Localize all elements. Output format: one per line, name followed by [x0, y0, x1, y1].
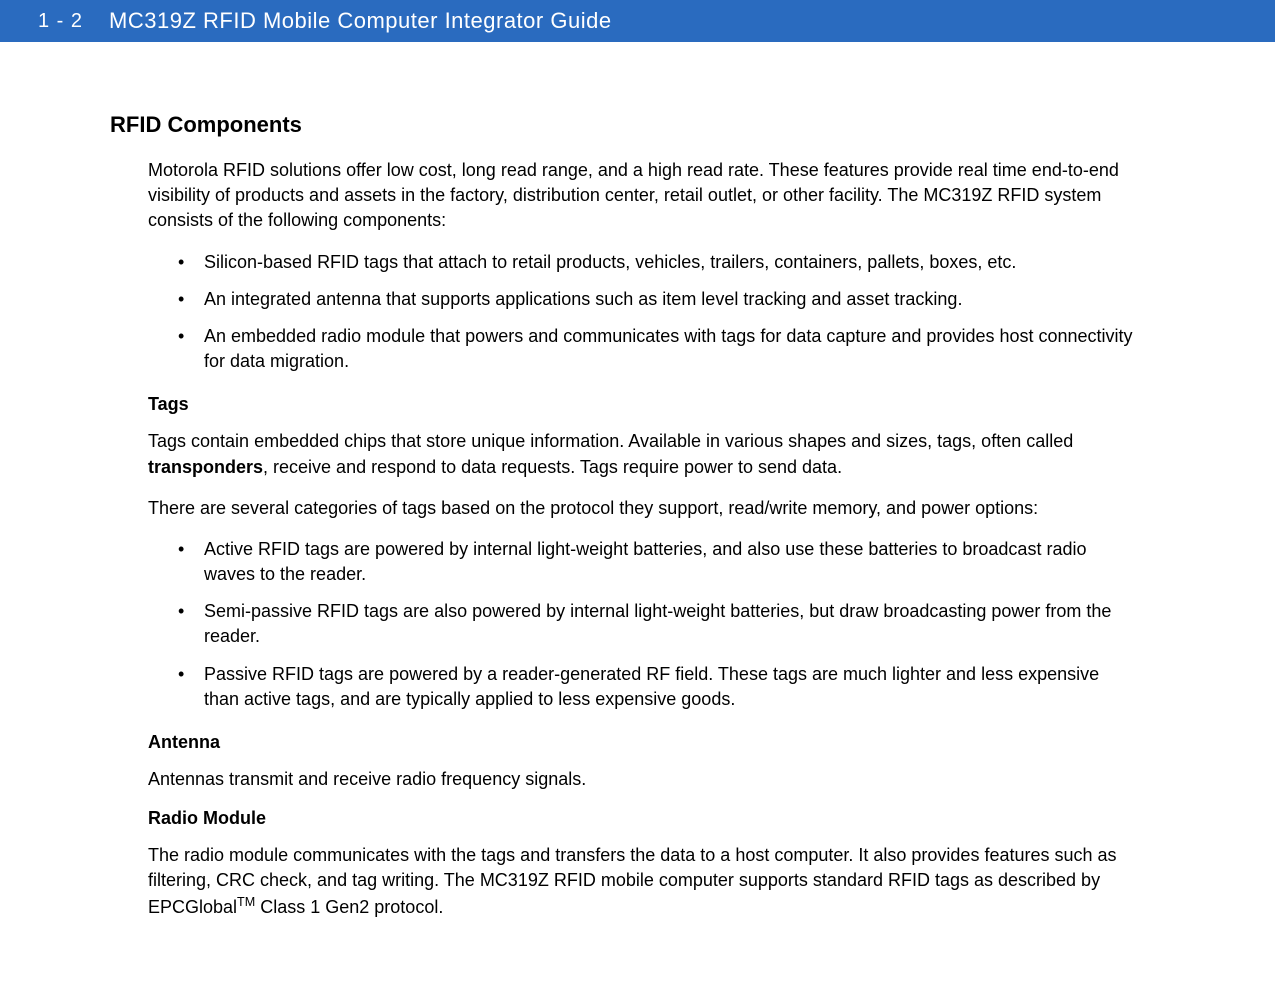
subheading-antenna: Antenna	[148, 732, 1135, 753]
tags-paragraph-1: Tags contain embedded chips that store u…	[148, 429, 1135, 479]
trademark-superscript: TM	[237, 895, 255, 909]
tags-categories-list: Active RFID tags are powered by internal…	[178, 537, 1135, 712]
page-header: 1 - 2 MC319Z RFID Mobile Computer Integr…	[0, 0, 1275, 42]
document-title: MC319Z RFID Mobile Computer Integrator G…	[109, 8, 612, 34]
antenna-paragraph: Antennas transmit and receive radio freq…	[148, 767, 1135, 792]
list-item: Silicon-based RFID tags that attach to r…	[178, 250, 1135, 275]
tags-paragraph-2: There are several categories of tags bas…	[148, 496, 1135, 521]
intro-paragraph: Motorola RFID solutions offer low cost, …	[148, 158, 1135, 234]
list-item: Active RFID tags are powered by internal…	[178, 537, 1135, 587]
list-item: Semi-passive RFID tags are also powered …	[178, 599, 1135, 649]
page-number: 1 - 2	[38, 10, 83, 33]
subheading-radio-module: Radio Module	[148, 808, 1135, 829]
text-run: Tags contain embedded chips that store u…	[148, 431, 1073, 451]
radio-paragraph: The radio module communicates with the t…	[148, 843, 1135, 920]
list-item: An embedded radio module that powers and…	[178, 324, 1135, 374]
page-content: RFID Components Motorola RFID solutions …	[0, 42, 1275, 976]
subheading-tags: Tags	[148, 394, 1135, 415]
bold-term-transponders: transponders	[148, 457, 263, 477]
list-item: An integrated antenna that supports appl…	[178, 287, 1135, 312]
text-run: Class 1 Gen2 protocol.	[255, 897, 443, 917]
text-run: , receive and respond to data requests. …	[263, 457, 842, 477]
list-item: Passive RFID tags are powered by a reade…	[178, 662, 1135, 712]
section-heading-rfid-components: RFID Components	[110, 112, 1135, 138]
components-list: Silicon-based RFID tags that attach to r…	[178, 250, 1135, 375]
